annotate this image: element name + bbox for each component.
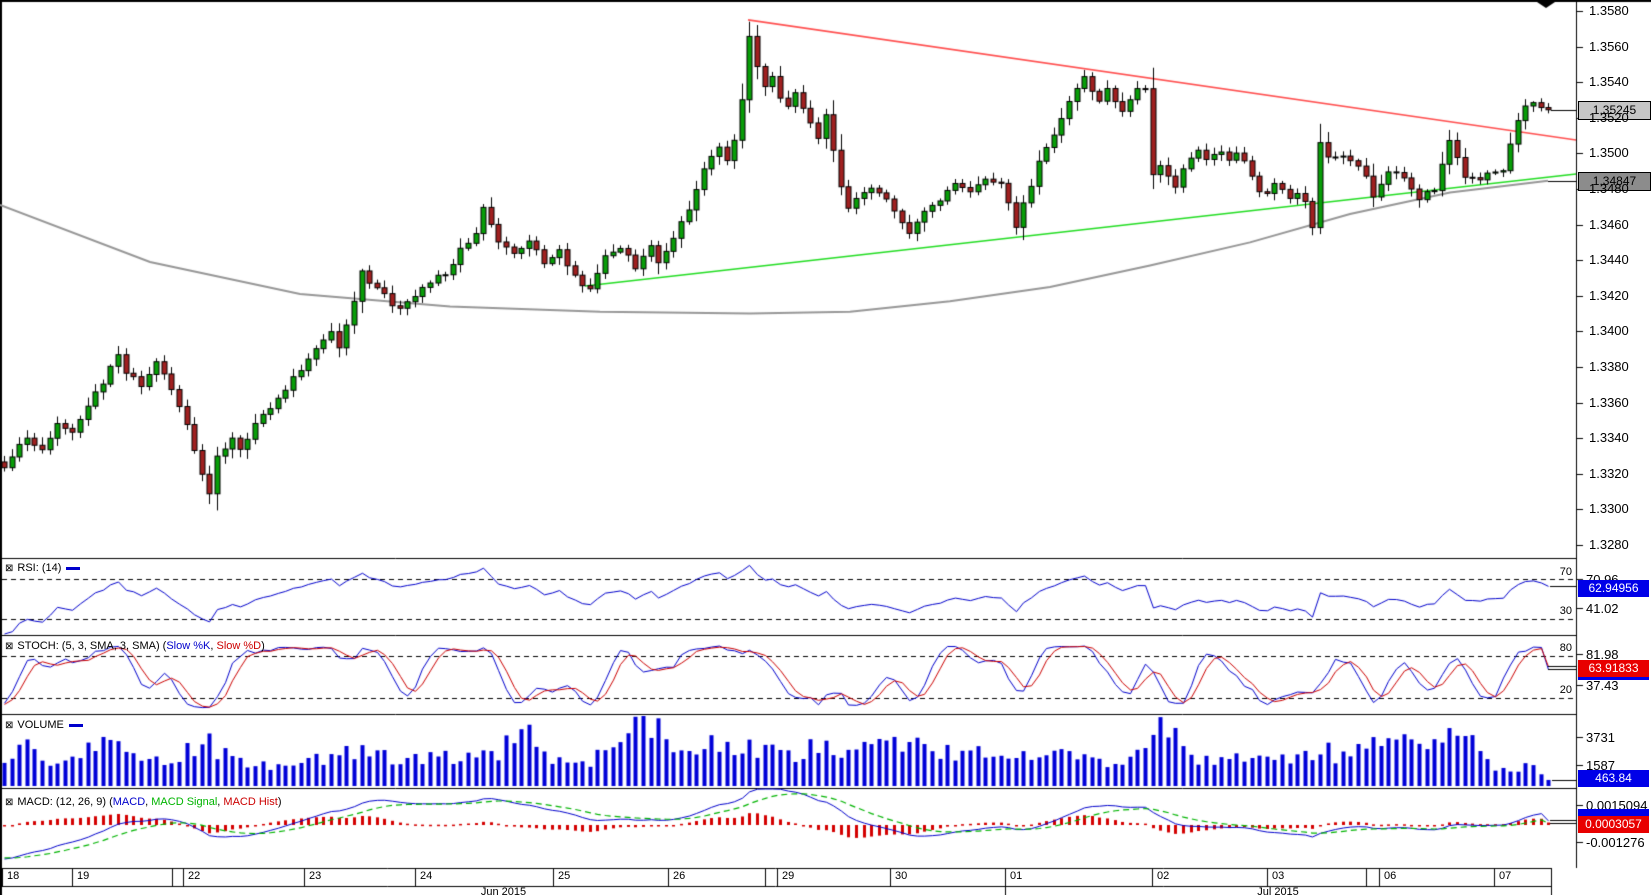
chart-window: ⊠ RSI: (14) ⊠ STOCH: (5, 3, SMA, 3, SMA)… bbox=[0, 0, 1651, 895]
price-chart-canvas[interactable] bbox=[0, 0, 1651, 895]
